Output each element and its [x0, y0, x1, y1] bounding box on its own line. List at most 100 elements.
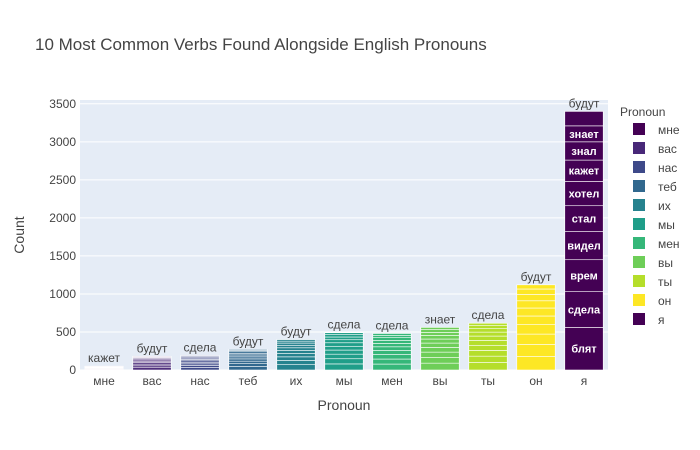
legend-item[interactable]: их — [633, 199, 671, 213]
bar-segment[interactable] — [516, 307, 556, 317]
bar-segment[interactable] — [564, 291, 604, 328]
bar-segment[interactable] — [276, 350, 316, 354]
bar-segment[interactable] — [420, 356, 460, 364]
bar-segment[interactable] — [372, 358, 412, 365]
bar-segment[interactable] — [468, 340, 508, 346]
bar-segment[interactable] — [228, 356, 268, 360]
bar-segment[interactable] — [324, 353, 364, 360]
bar-group[interactable]: кажет — [84, 351, 124, 371]
bar-segment[interactable] — [564, 259, 604, 292]
bar-segment[interactable] — [228, 360, 268, 364]
bar-segment[interactable] — [420, 327, 460, 330]
bar-segment[interactable] — [564, 181, 604, 207]
bar-segment[interactable] — [372, 335, 412, 338]
bar-segment[interactable] — [516, 324, 556, 335]
bar-label: хотел — [569, 189, 600, 201]
legend-item[interactable]: ты — [633, 275, 672, 289]
bar-segment[interactable] — [468, 322, 508, 326]
legend-item[interactable]: мен — [633, 237, 680, 251]
bar-group[interactable]: будут — [516, 270, 556, 371]
bar-segment[interactable] — [276, 347, 316, 351]
bar-segment[interactable] — [228, 366, 268, 371]
legend-label: их — [658, 199, 671, 213]
bar-segment[interactable] — [324, 358, 364, 365]
bar-segment[interactable] — [420, 351, 460, 358]
bar-group[interactable]: будут — [276, 325, 316, 371]
bar-segment[interactable] — [324, 345, 364, 351]
bar-segment[interactable] — [468, 350, 508, 357]
bar-segment[interactable] — [180, 355, 220, 357]
bar-group[interactable]: знает — [420, 312, 460, 371]
bar-segment[interactable] — [228, 358, 268, 362]
bar-segment[interactable] — [420, 347, 460, 353]
bar-segment[interactable] — [132, 356, 172, 358]
bar-segment[interactable] — [324, 334, 364, 338]
bar-segment[interactable] — [468, 331, 508, 337]
legend-item[interactable]: вы — [633, 256, 673, 270]
bar-segment[interactable] — [372, 363, 412, 371]
bar-segment[interactable] — [564, 111, 604, 127]
bar-segment[interactable] — [372, 333, 412, 336]
legend-item[interactable]: мне — [633, 123, 680, 137]
bar-label: знает — [569, 129, 599, 141]
legend-item[interactable]: он — [633, 294, 671, 308]
bar-segment[interactable] — [132, 367, 172, 371]
bar-segment[interactable] — [324, 336, 364, 341]
bar-segment[interactable] — [276, 342, 316, 346]
bar-segment[interactable] — [468, 362, 508, 371]
legend[interactable]: Pronoun мне вас нас теб их мы мен вы ты он я — [620, 105, 680, 327]
bar-segment[interactable] — [516, 315, 556, 325]
bar-segment[interactable] — [372, 343, 412, 348]
legend-item[interactable]: теб — [633, 180, 677, 194]
bar-segment[interactable] — [516, 294, 556, 302]
bar-segment[interactable] — [324, 339, 364, 344]
bar-segment[interactable] — [276, 356, 316, 361]
bar-segment[interactable] — [516, 344, 556, 357]
bar-segment[interactable] — [516, 284, 556, 290]
legend-item[interactable]: вас — [633, 142, 677, 156]
bar-group[interactable]: сдела — [180, 341, 220, 371]
bar-segment[interactable] — [420, 338, 460, 344]
bar-segment[interactable] — [564, 231, 604, 261]
bar-segment[interactable] — [420, 362, 460, 371]
bar-segment[interactable] — [516, 300, 556, 309]
bar-segment[interactable] — [372, 337, 412, 341]
bar-segment[interactable] — [276, 344, 316, 349]
bar-segment[interactable] — [372, 350, 412, 355]
bar-segment[interactable] — [324, 349, 364, 355]
bar-segment[interactable] — [276, 353, 316, 358]
bar-segment[interactable] — [468, 344, 508, 351]
bar-segment[interactable] — [468, 328, 508, 333]
bar-segment[interactable] — [468, 335, 508, 341]
bar-segment[interactable] — [420, 329, 460, 333]
bar-group[interactable]: блят сдела врем видел стал хотел кажет знал знае… — [564, 96, 604, 371]
bar-segment[interactable] — [276, 364, 316, 371]
bar-segment[interactable] — [372, 346, 412, 351]
bar-segment[interactable] — [420, 335, 460, 340]
legend-item[interactable]: мы — [633, 218, 675, 232]
bar-segment[interactable] — [372, 340, 412, 344]
bar-segment[interactable] — [372, 354, 412, 360]
bar-segment[interactable] — [516, 356, 556, 371]
bar-segment[interactable] — [276, 339, 316, 342]
bar-segment[interactable] — [516, 333, 556, 345]
bar-segment[interactable] — [420, 332, 460, 336]
bar-group[interactable]: сдела — [324, 318, 364, 371]
bar-segment[interactable] — [180, 367, 220, 371]
bar-segment[interactable] — [516, 288, 556, 295]
bar-segment[interactable] — [276, 360, 316, 365]
bar-segment[interactable] — [324, 332, 364, 335]
bar-group[interactable]: сдела — [468, 308, 508, 371]
bar-segment[interactable] — [468, 325, 508, 330]
legend-item[interactable]: нас — [633, 161, 677, 175]
bar-segment[interactable] — [228, 349, 268, 351]
bar-group[interactable]: будут — [228, 334, 268, 371]
bar-group[interactable]: сдела — [372, 318, 412, 371]
bar-segment[interactable] — [228, 363, 268, 367]
bar-segment[interactable] — [420, 342, 460, 348]
bar-segment[interactable] — [324, 363, 364, 371]
legend-item[interactable]: я — [633, 313, 665, 327]
bar-segment[interactable] — [468, 355, 508, 363]
bar-group[interactable]: будут — [132, 341, 172, 371]
bar-segment[interactable] — [324, 342, 364, 347]
